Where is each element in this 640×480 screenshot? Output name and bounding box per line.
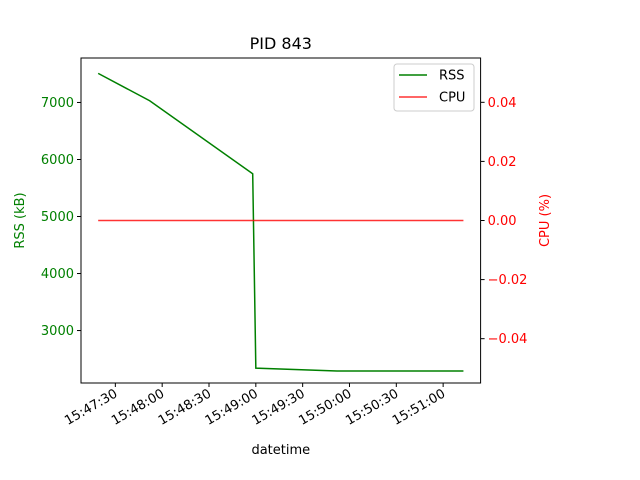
x-axis-label: datetime xyxy=(251,443,310,458)
y-right-tick-label: 0.02 xyxy=(488,155,517,170)
y-right-tick-label: 0.00 xyxy=(488,214,517,229)
x-tick-label: 15:50:00 xyxy=(296,386,354,428)
y-left-tick-label: 3000 xyxy=(41,324,74,339)
y-axis-right-ticks: −0.04 −0.02 0.00 0.02 0.04 xyxy=(480,96,528,347)
y-axis-left-label: RSS (kB) xyxy=(13,192,28,248)
x-tick-label: 15:50:30 xyxy=(343,386,401,428)
series-line-rss xyxy=(97,72,464,372)
y-right-tick-label: 0.04 xyxy=(488,96,517,111)
y-right-tick-label: −0.02 xyxy=(488,273,528,288)
y-left-tick-label: 7000 xyxy=(41,96,74,111)
series-layer xyxy=(97,72,464,372)
legend-label-rss: RSS xyxy=(439,69,465,84)
x-tick-label: 15:48:00 xyxy=(109,386,167,428)
x-axis-ticks: 15:47:3015:48:0015:48:3015:49:0015:49:30… xyxy=(62,383,448,429)
x-tick-label: 15:49:00 xyxy=(203,386,261,428)
y-axis-right-label: CPU (%) xyxy=(538,194,553,247)
x-tick-label: 15:47:30 xyxy=(62,386,120,428)
y-left-tick-label: 4000 xyxy=(41,267,74,282)
x-tick-label: 15:51:00 xyxy=(390,386,448,428)
y-left-tick-label: 5000 xyxy=(41,210,74,225)
y-right-tick-label: −0.04 xyxy=(488,332,528,347)
plot-frame xyxy=(80,57,482,384)
legend: RSS CPU xyxy=(393,63,475,112)
chart-title: PID 843 xyxy=(250,34,312,53)
x-tick-label: 15:48:30 xyxy=(156,386,214,428)
y-left-tick-label: 6000 xyxy=(41,153,74,168)
x-tick-label: 15:49:30 xyxy=(250,386,308,428)
legend-label-cpu: CPU xyxy=(439,91,465,106)
legend-entries: RSS CPU xyxy=(399,69,465,106)
y-axis-left-ticks: 3000 4000 5000 6000 7000 xyxy=(41,96,81,339)
